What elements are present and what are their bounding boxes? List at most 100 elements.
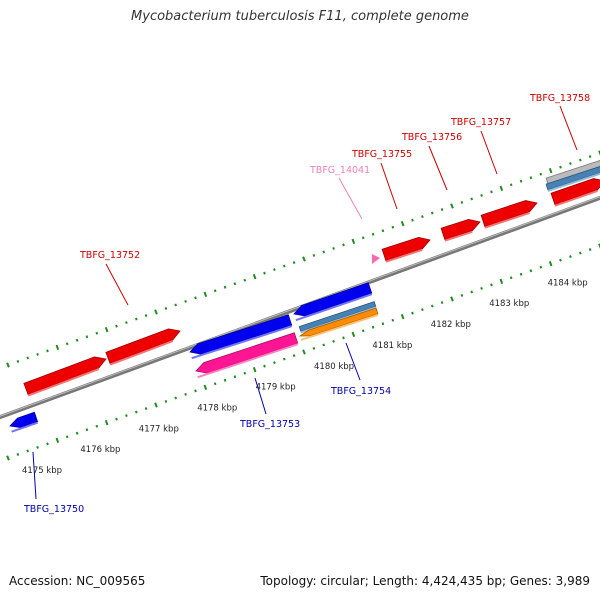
upper-scale-tick xyxy=(95,331,99,335)
gene-reverse-2[interactable] xyxy=(189,314,293,360)
lower-scale-tick xyxy=(46,442,49,446)
upper-scale-tick xyxy=(598,150,600,156)
gene-reverse-13750[interactable] xyxy=(9,411,39,433)
gene-label[interactable]: TBFG_13755 xyxy=(351,149,412,160)
lower-scale-tick xyxy=(252,366,257,373)
lower-scale-tick xyxy=(588,248,592,252)
lower-scale-tick xyxy=(519,272,523,276)
gene-reverse-13753[interactable] xyxy=(195,332,299,379)
lower-scale-tick xyxy=(6,455,10,461)
lower-scale-tick xyxy=(450,296,454,302)
lower-scale-tick xyxy=(75,431,79,435)
genome-backbone-highlight xyxy=(0,196,600,417)
gene-label[interactable]: TBFG_13757 xyxy=(450,117,511,128)
gene-label[interactable]: TBFG_13756 xyxy=(401,132,462,143)
lower-scale-tick xyxy=(332,339,335,343)
lower-scale-tick xyxy=(430,304,434,308)
upper-scale-tick xyxy=(539,172,543,176)
lower-scale-tick xyxy=(499,278,504,285)
gene-forward-13756[interactable] xyxy=(440,218,481,242)
upper-scale-tick xyxy=(342,243,345,247)
upper-scale-tick xyxy=(154,309,158,315)
gene-marker-14041[interactable] xyxy=(372,254,380,264)
upper-scale-tick xyxy=(174,303,178,307)
upper-scale-tick xyxy=(184,299,187,303)
lower-scale-tick xyxy=(223,378,227,382)
gene-label[interactable]: TBFG_14041 xyxy=(309,165,370,176)
gene-label[interactable]: TBFG_13753 xyxy=(239,419,300,430)
upper-scale-tick xyxy=(411,218,414,222)
lower-scale-tick xyxy=(342,336,345,340)
lower-scale-tick xyxy=(391,318,395,322)
upper-scale-tick xyxy=(450,203,454,209)
lower-scale-tick xyxy=(371,325,375,329)
scale-label: 4175 kbp xyxy=(22,466,62,476)
upper-scale-tick xyxy=(480,193,483,197)
gene-label[interactable]: TBFG_13758 xyxy=(529,93,590,104)
lower-scale-tick xyxy=(16,452,20,456)
label-leaders xyxy=(32,105,578,500)
upper-scale-tick xyxy=(569,162,572,166)
gene-label[interactable]: TBFG_13754 xyxy=(330,386,391,397)
misc-feature-steel-right[interactable] xyxy=(545,165,600,192)
gene-label[interactable]: TBFG_13752 xyxy=(79,250,140,261)
lower-scale-tick xyxy=(460,293,464,297)
lower-scale-tick xyxy=(85,428,89,432)
lower-scale-tick xyxy=(470,290,474,294)
upper-scale-tick xyxy=(243,278,247,282)
gene-reverse-13754[interactable] xyxy=(298,307,379,341)
accession-text: Accession: NC_009565 xyxy=(9,574,146,588)
upper-scale-tick xyxy=(115,324,118,328)
lower-scale-tick xyxy=(184,392,187,396)
upper-scale-tick xyxy=(6,362,10,368)
label-leader-line xyxy=(480,130,498,175)
label-leader-line xyxy=(254,377,267,415)
upper-scale-tick xyxy=(164,306,168,310)
scale-label: 4176 kbp xyxy=(80,445,120,455)
upper-scale-tick xyxy=(381,229,385,233)
upper-scale-tick xyxy=(421,215,424,219)
gene-reverse-3[interactable] xyxy=(293,282,373,322)
upper-scale-tick xyxy=(460,200,464,204)
upper-scale-tick xyxy=(282,264,286,268)
lower-scale-tick xyxy=(194,389,197,393)
upper-scale-tick xyxy=(332,246,335,250)
lower-scale-tick xyxy=(213,382,217,386)
upper-scale-tick xyxy=(252,273,257,280)
upper-scale-tick xyxy=(430,211,434,215)
lower-scale-tick xyxy=(154,402,158,408)
lower-scale-tick xyxy=(440,301,444,305)
lower-scale-tick xyxy=(490,283,493,287)
upper-scale-tick xyxy=(233,282,237,286)
upper-scale-tick xyxy=(46,349,49,353)
lower-scale-tick xyxy=(598,243,600,249)
upper-scale-tick xyxy=(351,238,356,245)
genome-summary-text: Topology: circular; Length: 4,424,435 bp… xyxy=(260,574,590,588)
upper-scale-tick xyxy=(322,250,326,254)
gene-forward-13752[interactable] xyxy=(105,328,181,366)
lower-scale-tick xyxy=(400,313,405,320)
scale-label: 4184 kbp xyxy=(548,278,588,288)
gene-forward-13757[interactable] xyxy=(480,200,538,229)
lower-scale-tick xyxy=(55,437,60,444)
upper-scale-tick xyxy=(203,291,208,298)
gene-forward-1[interactable] xyxy=(23,356,107,397)
upper-scale-tick xyxy=(26,356,30,360)
upper-scale-tick xyxy=(509,183,513,187)
lower-scale-tick xyxy=(509,276,513,280)
gene-forward-13755[interactable] xyxy=(381,236,431,263)
upper-scale-tick xyxy=(125,321,128,325)
lower-scale-tick xyxy=(95,424,99,428)
gene-label[interactable]: TBFG_13750 xyxy=(23,504,84,515)
lower-scale-tick xyxy=(233,375,237,379)
scale-label: 4180 kbp xyxy=(314,362,354,372)
upper-scale-tick xyxy=(85,335,89,339)
scale-label: 4182 kbp xyxy=(431,320,471,330)
label-leader-line xyxy=(32,451,37,500)
lower-scale-tick xyxy=(65,435,69,439)
lower-scale-tick xyxy=(548,260,553,267)
gene-forward-13758[interactable] xyxy=(550,178,600,207)
upper-scale-tick xyxy=(302,256,306,262)
lower-scale-tick xyxy=(273,361,276,365)
upper-scale-tick xyxy=(470,197,474,201)
